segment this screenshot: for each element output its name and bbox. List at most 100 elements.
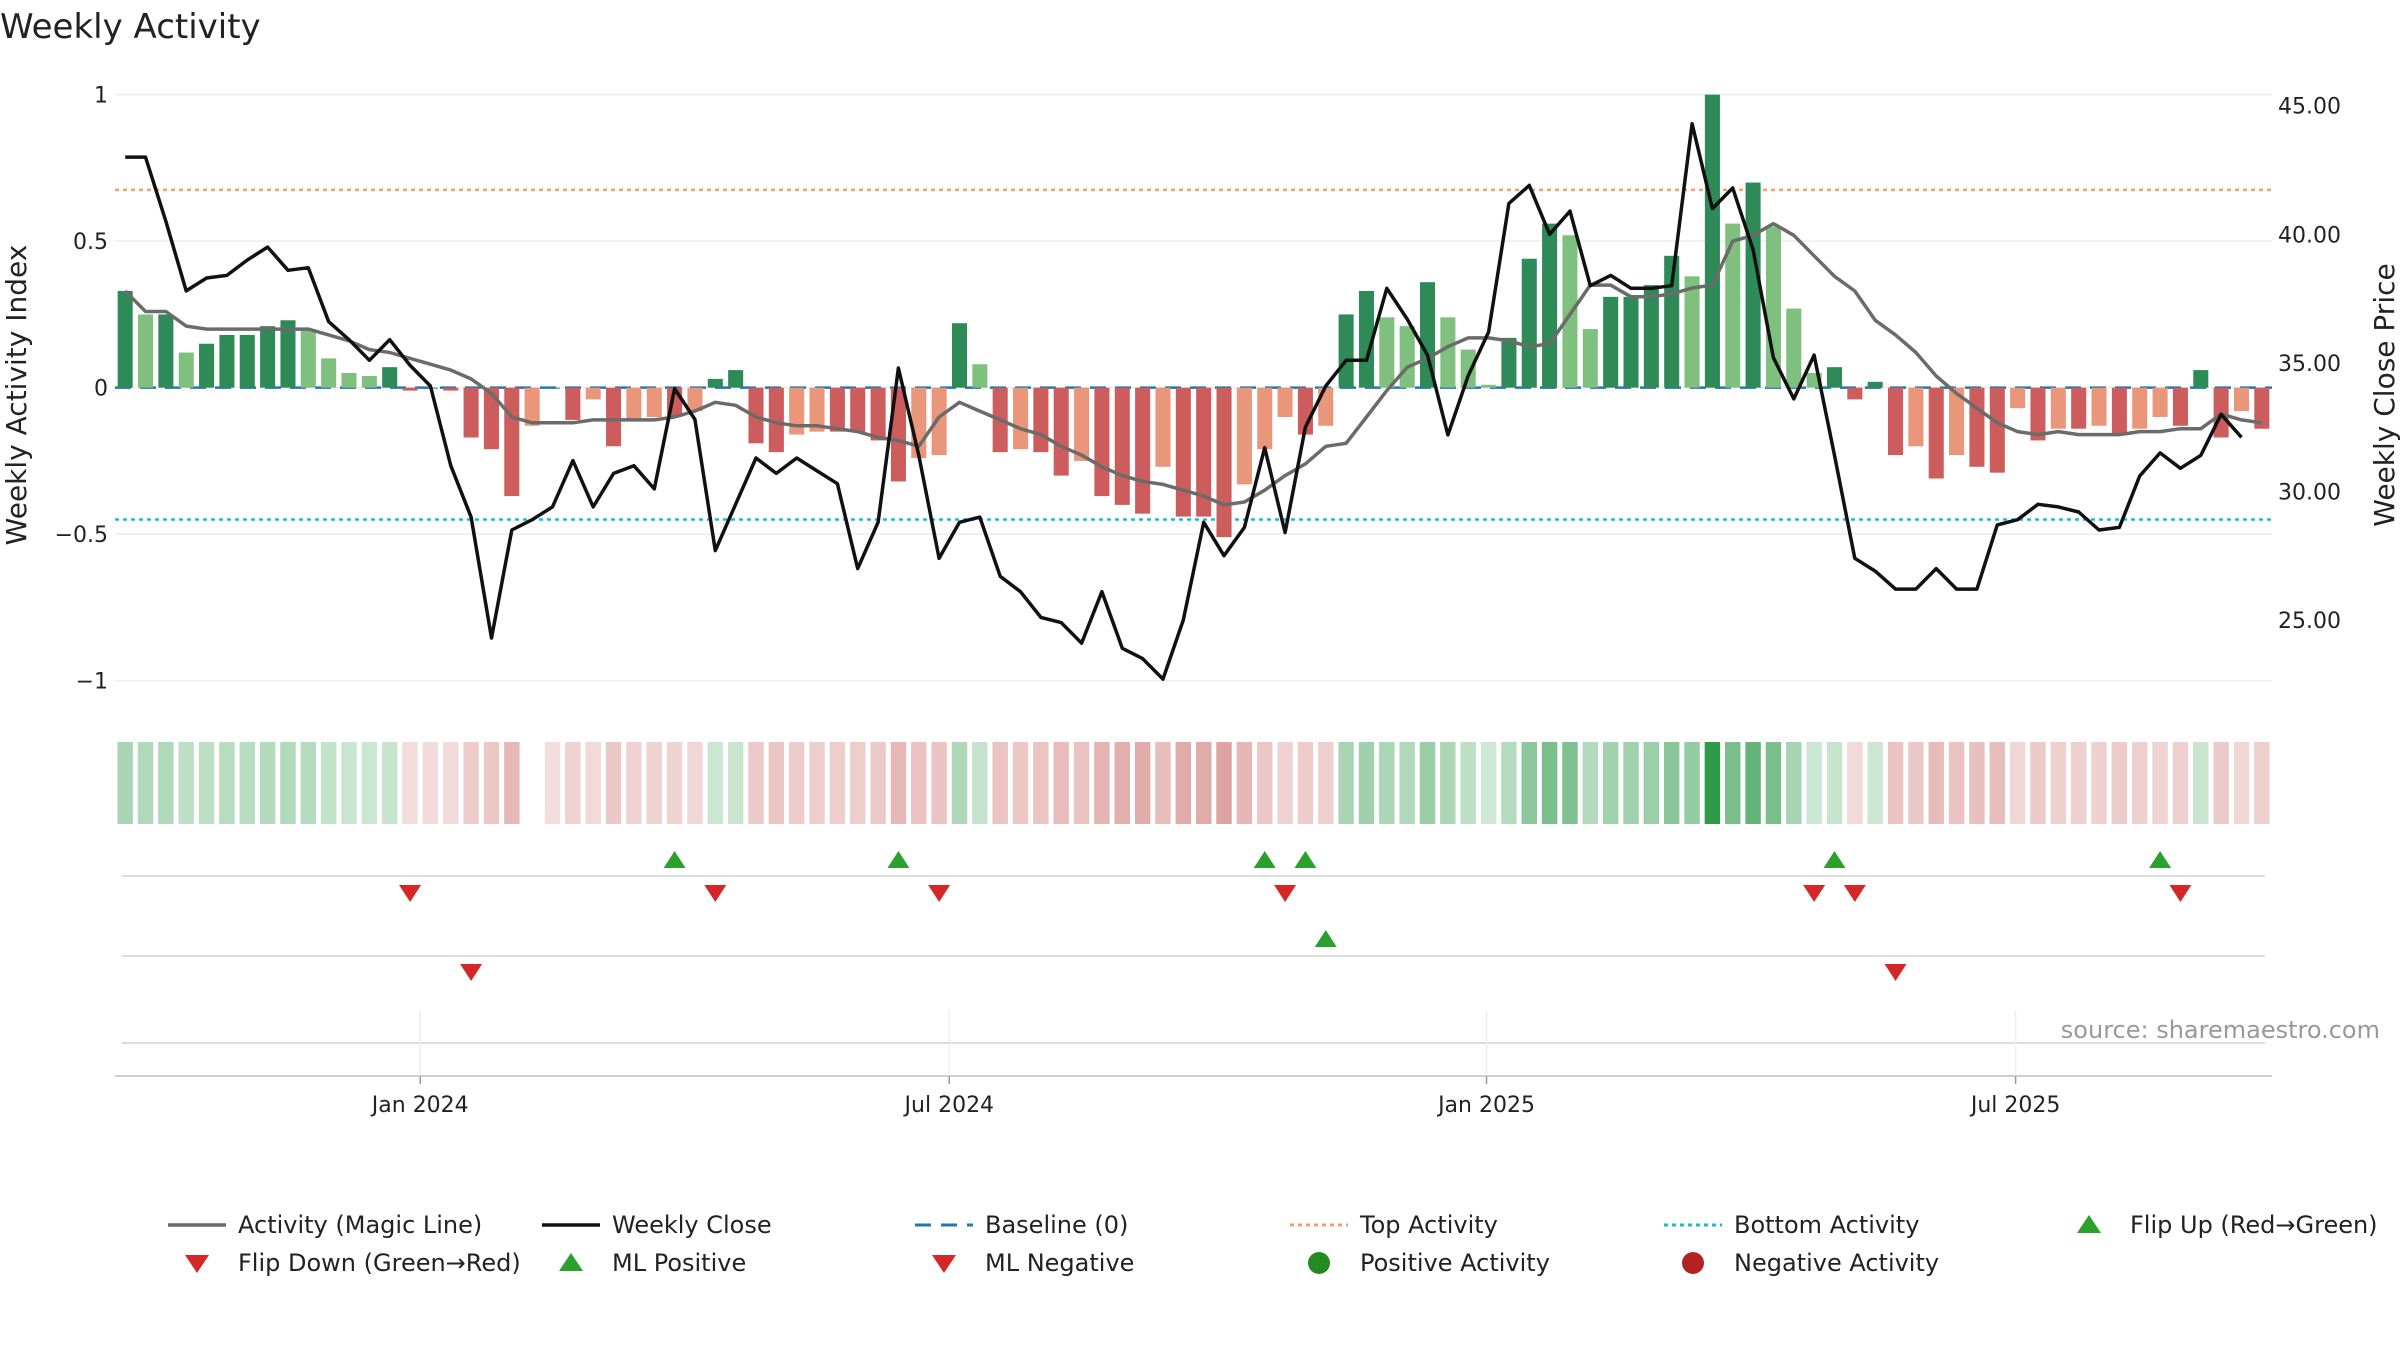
heat-strip-cell — [1480, 742, 1497, 824]
heat-strip-cell — [341, 742, 357, 824]
legend-item: Bottom Activity — [1664, 1211, 1919, 1239]
legend-swatch — [932, 1255, 956, 1273]
activity-bar — [768, 387, 784, 453]
activity-bar — [1847, 387, 1863, 400]
activity-bar — [341, 373, 357, 388]
heat-strip-cell — [1155, 742, 1171, 824]
activity-bar — [1725, 223, 1741, 388]
weekly-close-series — [125, 121, 2243, 681]
magic-line — [123, 221, 2263, 507]
activity-bar — [565, 387, 581, 420]
activity-bar — [219, 334, 235, 388]
heat-strip-cell — [951, 742, 968, 824]
legend-item: ML Positive — [559, 1249, 746, 1277]
heat-strip-cell — [1847, 742, 1863, 824]
flip-down-marker — [704, 885, 727, 902]
activity-bar — [2071, 387, 2087, 429]
legend-item: Positive Activity — [1308, 1249, 1550, 1277]
flip-down-marker — [2169, 885, 2192, 902]
activity-bar — [2172, 387, 2188, 426]
legend-item: Negative Activity — [1682, 1249, 1939, 1277]
heat-strip-cell — [1033, 742, 1049, 824]
y2-axis-label: Weekly Close Price — [2368, 263, 2400, 526]
activity-bar — [178, 352, 194, 388]
activity-bar — [626, 387, 642, 420]
heat-strip-cell — [1338, 742, 1354, 824]
heat-strip-cell — [1887, 742, 1904, 824]
flip-marker-rows — [115, 851, 2272, 1077]
heat-strip-cell — [1948, 742, 1965, 824]
heat-strip-cell — [646, 742, 662, 824]
activity-bar — [687, 387, 703, 412]
heat-strip-cell — [666, 742, 683, 824]
ml-negative-marker — [460, 964, 483, 981]
activity-bar — [300, 329, 316, 388]
heat-strip-cell — [504, 742, 520, 824]
heat-strip-cell — [1623, 742, 1639, 824]
activity-bar — [1969, 387, 1985, 467]
legend-label: Activity (Magic Line) — [238, 1211, 482, 1239]
flip-down-marker — [928, 885, 951, 902]
activity-bar — [2152, 387, 2168, 417]
heat-strip-cell — [1582, 742, 1599, 824]
activity-bar — [2132, 387, 2148, 429]
heat-strip-cell — [320, 742, 337, 824]
heat-strip-cell — [280, 742, 296, 824]
activity-bars — [117, 94, 2270, 538]
heat-strip-cell — [1928, 742, 1944, 824]
activity-bar — [890, 387, 906, 482]
legend-label: Bottom Activity — [1734, 1211, 1919, 1239]
activity-bar — [1949, 387, 1965, 456]
heat-strip-cell — [1440, 742, 1456, 824]
activity-bar — [1623, 296, 1639, 388]
heat-strip-cell — [1663, 742, 1680, 824]
heat-strip-cell — [1114, 742, 1131, 824]
activity-bar — [829, 387, 845, 432]
legend-swatch — [559, 1253, 583, 1271]
legend-swatch — [185, 1255, 209, 1273]
activity-bar — [1867, 381, 1883, 388]
legend-swatch — [1308, 1252, 1330, 1274]
y2-tick-label: 30.00 — [2278, 480, 2341, 505]
heat-strip-cell — [463, 742, 479, 824]
heat-strip-cell — [605, 742, 622, 824]
activity-bar — [2091, 387, 2107, 426]
heat-strip-cell — [890, 742, 907, 824]
heat-strip-cell — [1216, 742, 1232, 824]
activity-bar — [1582, 329, 1598, 388]
activity-bar — [1399, 326, 1415, 388]
heat-strip-cell — [1277, 742, 1293, 824]
heat-strip-cell — [585, 742, 601, 824]
heat-strip-cell — [2131, 742, 2148, 824]
heat-strip-cell — [2009, 742, 2026, 824]
legend-item: ML Negative — [932, 1249, 1134, 1277]
activity-bar — [443, 387, 459, 391]
heat-strip-cell — [178, 742, 194, 824]
activity-bar — [1684, 276, 1700, 388]
heat-strip-cell — [443, 742, 459, 824]
legend-label: Negative Activity — [1734, 1249, 1939, 1277]
activity-bar — [1175, 387, 1191, 517]
activity-bar — [1704, 94, 1720, 388]
heat-strip-cell — [1786, 742, 1802, 824]
heat-strip-cell — [2070, 742, 2087, 824]
activity-bar — [1033, 387, 1049, 453]
heat-strip-cell — [544, 742, 561, 824]
heat-strip-cell — [1541, 742, 1558, 824]
reference-lines — [115, 188, 2272, 521]
x-axis: Jan 2024 Jul 2024 Jan 2025 Jul 2025 — [370, 1076, 2060, 1118]
y-tick-label: −1 — [76, 670, 108, 695]
activity-bar — [1338, 314, 1354, 388]
activity-bar — [382, 367, 398, 388]
activity-bar — [1277, 387, 1293, 417]
activity-bar — [850, 387, 866, 432]
activity-bar — [239, 334, 255, 388]
legend-label: ML Positive — [612, 1249, 746, 1277]
heat-strip-cell — [1765, 742, 1782, 824]
heat-strip-cell — [1297, 742, 1314, 824]
activity-bar — [646, 387, 662, 417]
activity-bar — [1053, 387, 1069, 476]
y-axis-label: Weekly Activity Index — [0, 245, 33, 546]
activity-bar — [707, 378, 723, 388]
